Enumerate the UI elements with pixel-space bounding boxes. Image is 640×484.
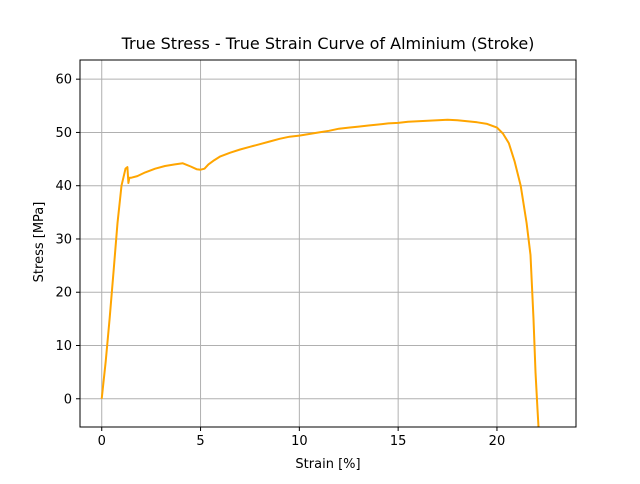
plot-area-frame <box>79 59 577 428</box>
y-tick-label: 20 <box>55 286 72 301</box>
series-line <box>100 118 540 428</box>
x-axis-label: Strain [%] <box>295 457 360 472</box>
y-tick-label: 0 <box>64 392 72 407</box>
chart-title: True Stress - True Strain Curve of Almin… <box>121 34 535 53</box>
x-tick-label: 20 <box>489 434 506 449</box>
y-tick-label: 60 <box>55 73 72 88</box>
y-tick-label: 30 <box>55 232 72 247</box>
y-tick-label: 40 <box>55 179 72 194</box>
x-tick-label: 5 <box>196 434 204 449</box>
y-tick-label: 50 <box>55 126 72 141</box>
axis-ticks: 0 5 10 15 20 0 10 20 30 40 50 60 <box>55 73 505 449</box>
y-axis-label: Stress [MPa] <box>32 202 47 283</box>
grid-lines <box>80 60 576 427</box>
x-tick-label: 0 <box>98 434 106 449</box>
x-tick-label: 15 <box>390 434 407 449</box>
x-tick-label: 10 <box>291 434 308 449</box>
series-layer <box>100 118 540 428</box>
y-tick-label: 10 <box>55 339 72 354</box>
